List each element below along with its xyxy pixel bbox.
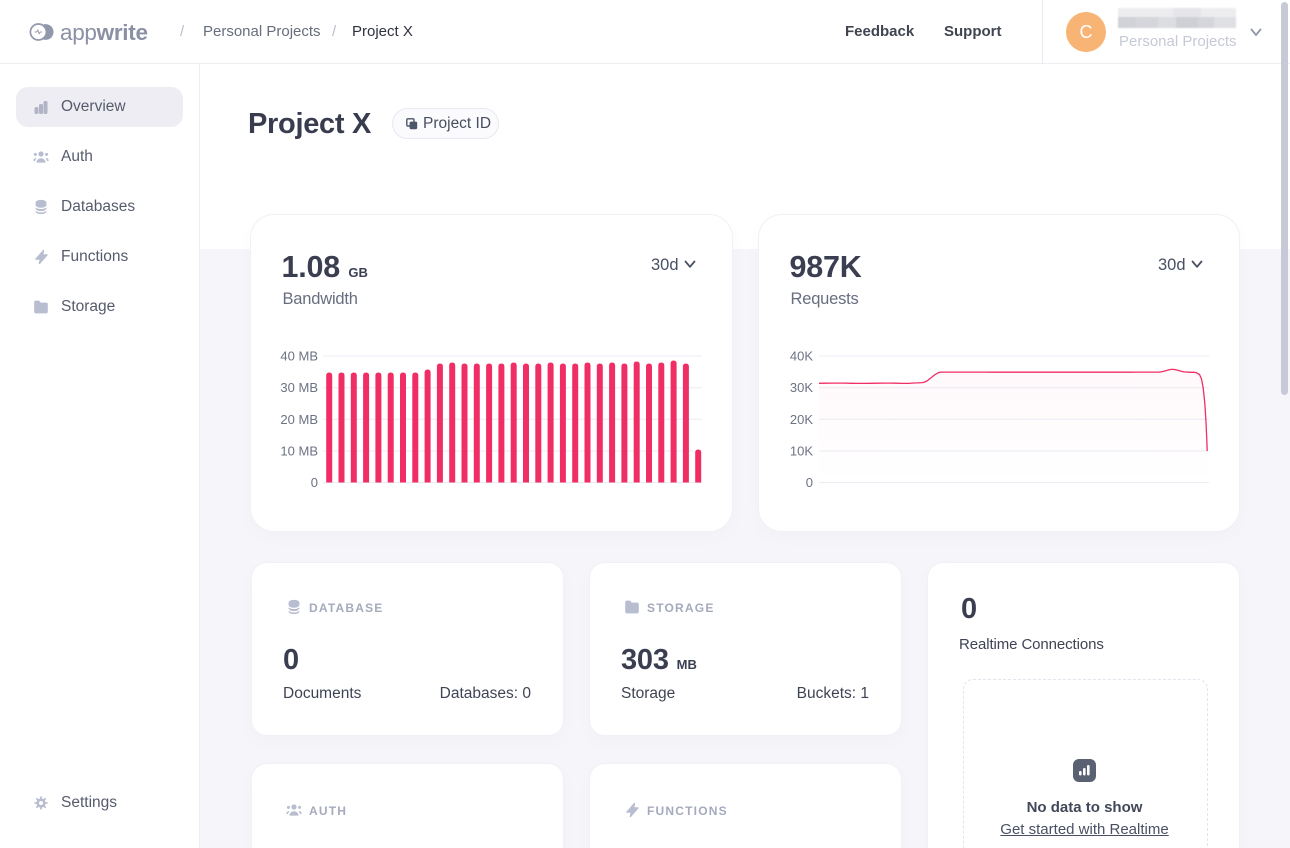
- svg-text:10 MB: 10 MB: [280, 444, 318, 459]
- svg-text:30K: 30K: [790, 380, 813, 395]
- svg-text:10K: 10K: [790, 444, 813, 459]
- svg-text:40 MB: 40 MB: [280, 349, 318, 364]
- svg-text:0: 0: [311, 475, 318, 490]
- svg-text:40K: 40K: [790, 349, 813, 364]
- svg-text:0: 0: [806, 475, 813, 490]
- svg-text:30 MB: 30 MB: [280, 380, 318, 395]
- svg-text:20K: 20K: [790, 412, 813, 427]
- svg-text:20 MB: 20 MB: [280, 412, 318, 427]
